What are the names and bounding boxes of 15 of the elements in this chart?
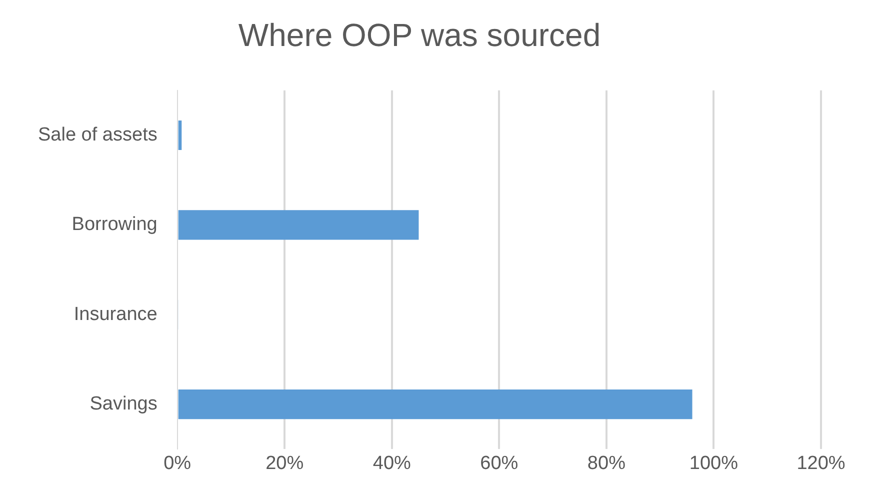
x-tick-label: 80% (587, 452, 626, 474)
x-tick-label: 40% (372, 452, 412, 474)
bar (178, 210, 419, 240)
y-tick-label: Insurance (74, 304, 158, 325)
chart-title: Where OOP was sourced (238, 17, 601, 54)
x-tick-label: 60% (480, 452, 518, 474)
y-tick-label: Savings (90, 394, 158, 415)
x-tick-label: 120% (796, 452, 846, 474)
x-tick-label: 20% (266, 452, 304, 474)
y-tick-label: Sale of assets (38, 124, 158, 146)
x-tick-label: 100% (689, 452, 738, 474)
x-tick-label: 0% (164, 452, 192, 474)
bar (178, 120, 182, 150)
y-tick-label: Borrowing (72, 214, 158, 236)
bar (178, 390, 692, 420)
